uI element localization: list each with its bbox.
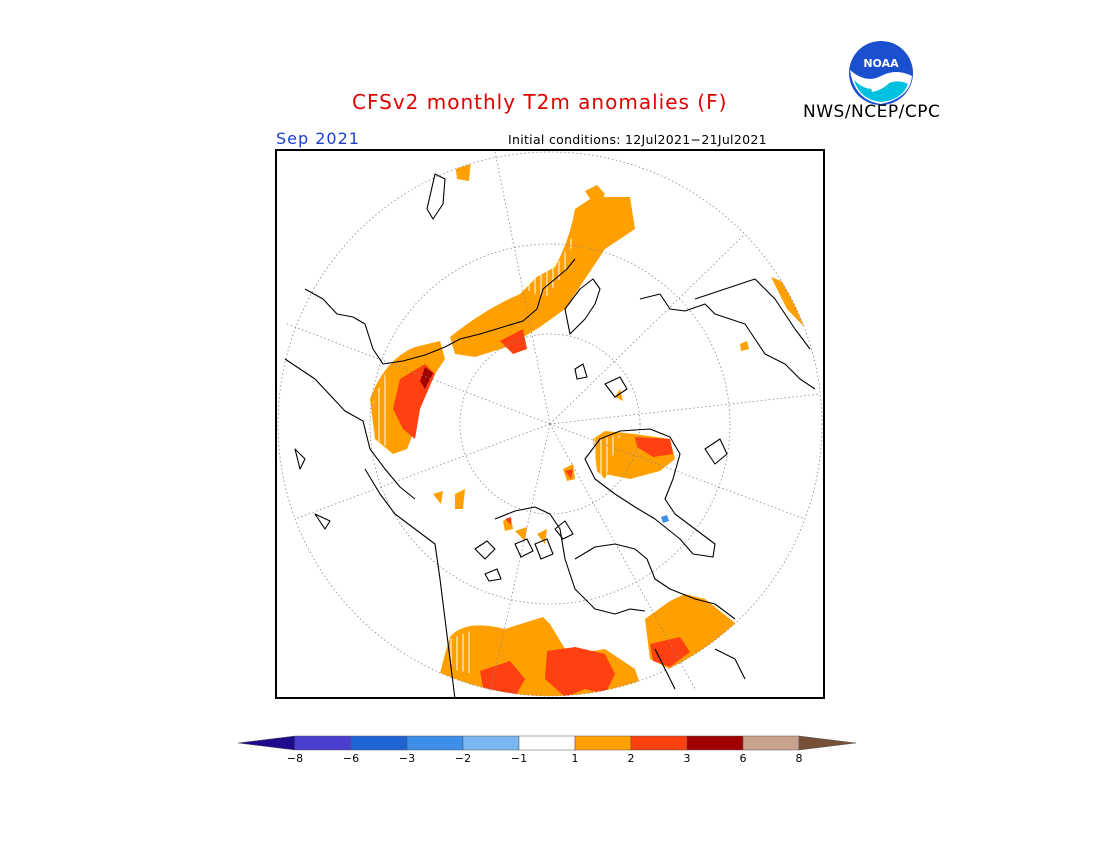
initial-conditions: Initial conditions: 12Jul2021−21Jul2021 [508, 132, 767, 147]
anomaly-region-cold-spot [661, 515, 669, 523]
colorbar-tick-label: 3 [683, 752, 691, 765]
color-scale [238, 735, 857, 751]
colorbar-tick-label: −1 [510, 752, 528, 765]
colorbar-bin [574, 735, 632, 751]
forecast-month: Sep 2021 [276, 129, 360, 148]
colorbar-arrow-high [798, 735, 857, 751]
colorbar-bin [350, 735, 408, 751]
colorbar-tick-label: −6 [342, 752, 360, 765]
colorbar-tick-label: −8 [286, 752, 304, 765]
coast-siberia [639, 293, 816, 390]
colorbar-bin [686, 735, 744, 751]
coast-greenland [584, 428, 716, 558]
colorbar-bin [518, 735, 576, 751]
colorbar-bin [294, 735, 352, 751]
colorbar-bin [462, 735, 520, 751]
colorbar-tick-label: 8 [795, 752, 803, 765]
coastlines [284, 173, 816, 699]
anomaly-shading [370, 159, 820, 696]
colorbar-bin [630, 735, 688, 751]
agency-label: NWS/NCEP/CPC [803, 102, 941, 122]
coast-alaska [304, 258, 576, 365]
anomaly-region-chukotka [500, 329, 527, 354]
graticule [277, 151, 823, 697]
anomaly-region-alaska-hot [420, 367, 433, 389]
colorbar-tick-label: −3 [398, 752, 416, 765]
anomaly-region-alaska-hatch [373, 374, 390, 449]
anomaly-region-eastsiberia-hatch [525, 229, 575, 299]
colorbar-tick-label: 6 [739, 752, 747, 765]
colorbar-bin [406, 735, 464, 751]
colorbar-arrow-low [238, 735, 296, 751]
map-border [275, 149, 825, 699]
colorbar-tick-label: −2 [454, 752, 472, 765]
chart-title: CFSv2 monthly T2m anomalies (F) [352, 90, 728, 114]
logo-text: NOAA [863, 57, 899, 70]
colorbar-bin [742, 735, 800, 751]
colorbar-tick-label: 1 [571, 752, 579, 765]
polar-map [275, 149, 825, 699]
anomaly-region-central-na [545, 647, 615, 696]
colorbar-tick-label: 2 [627, 752, 635, 765]
noaa-logo: NOAA [849, 41, 913, 105]
coast-canada [494, 506, 646, 615]
